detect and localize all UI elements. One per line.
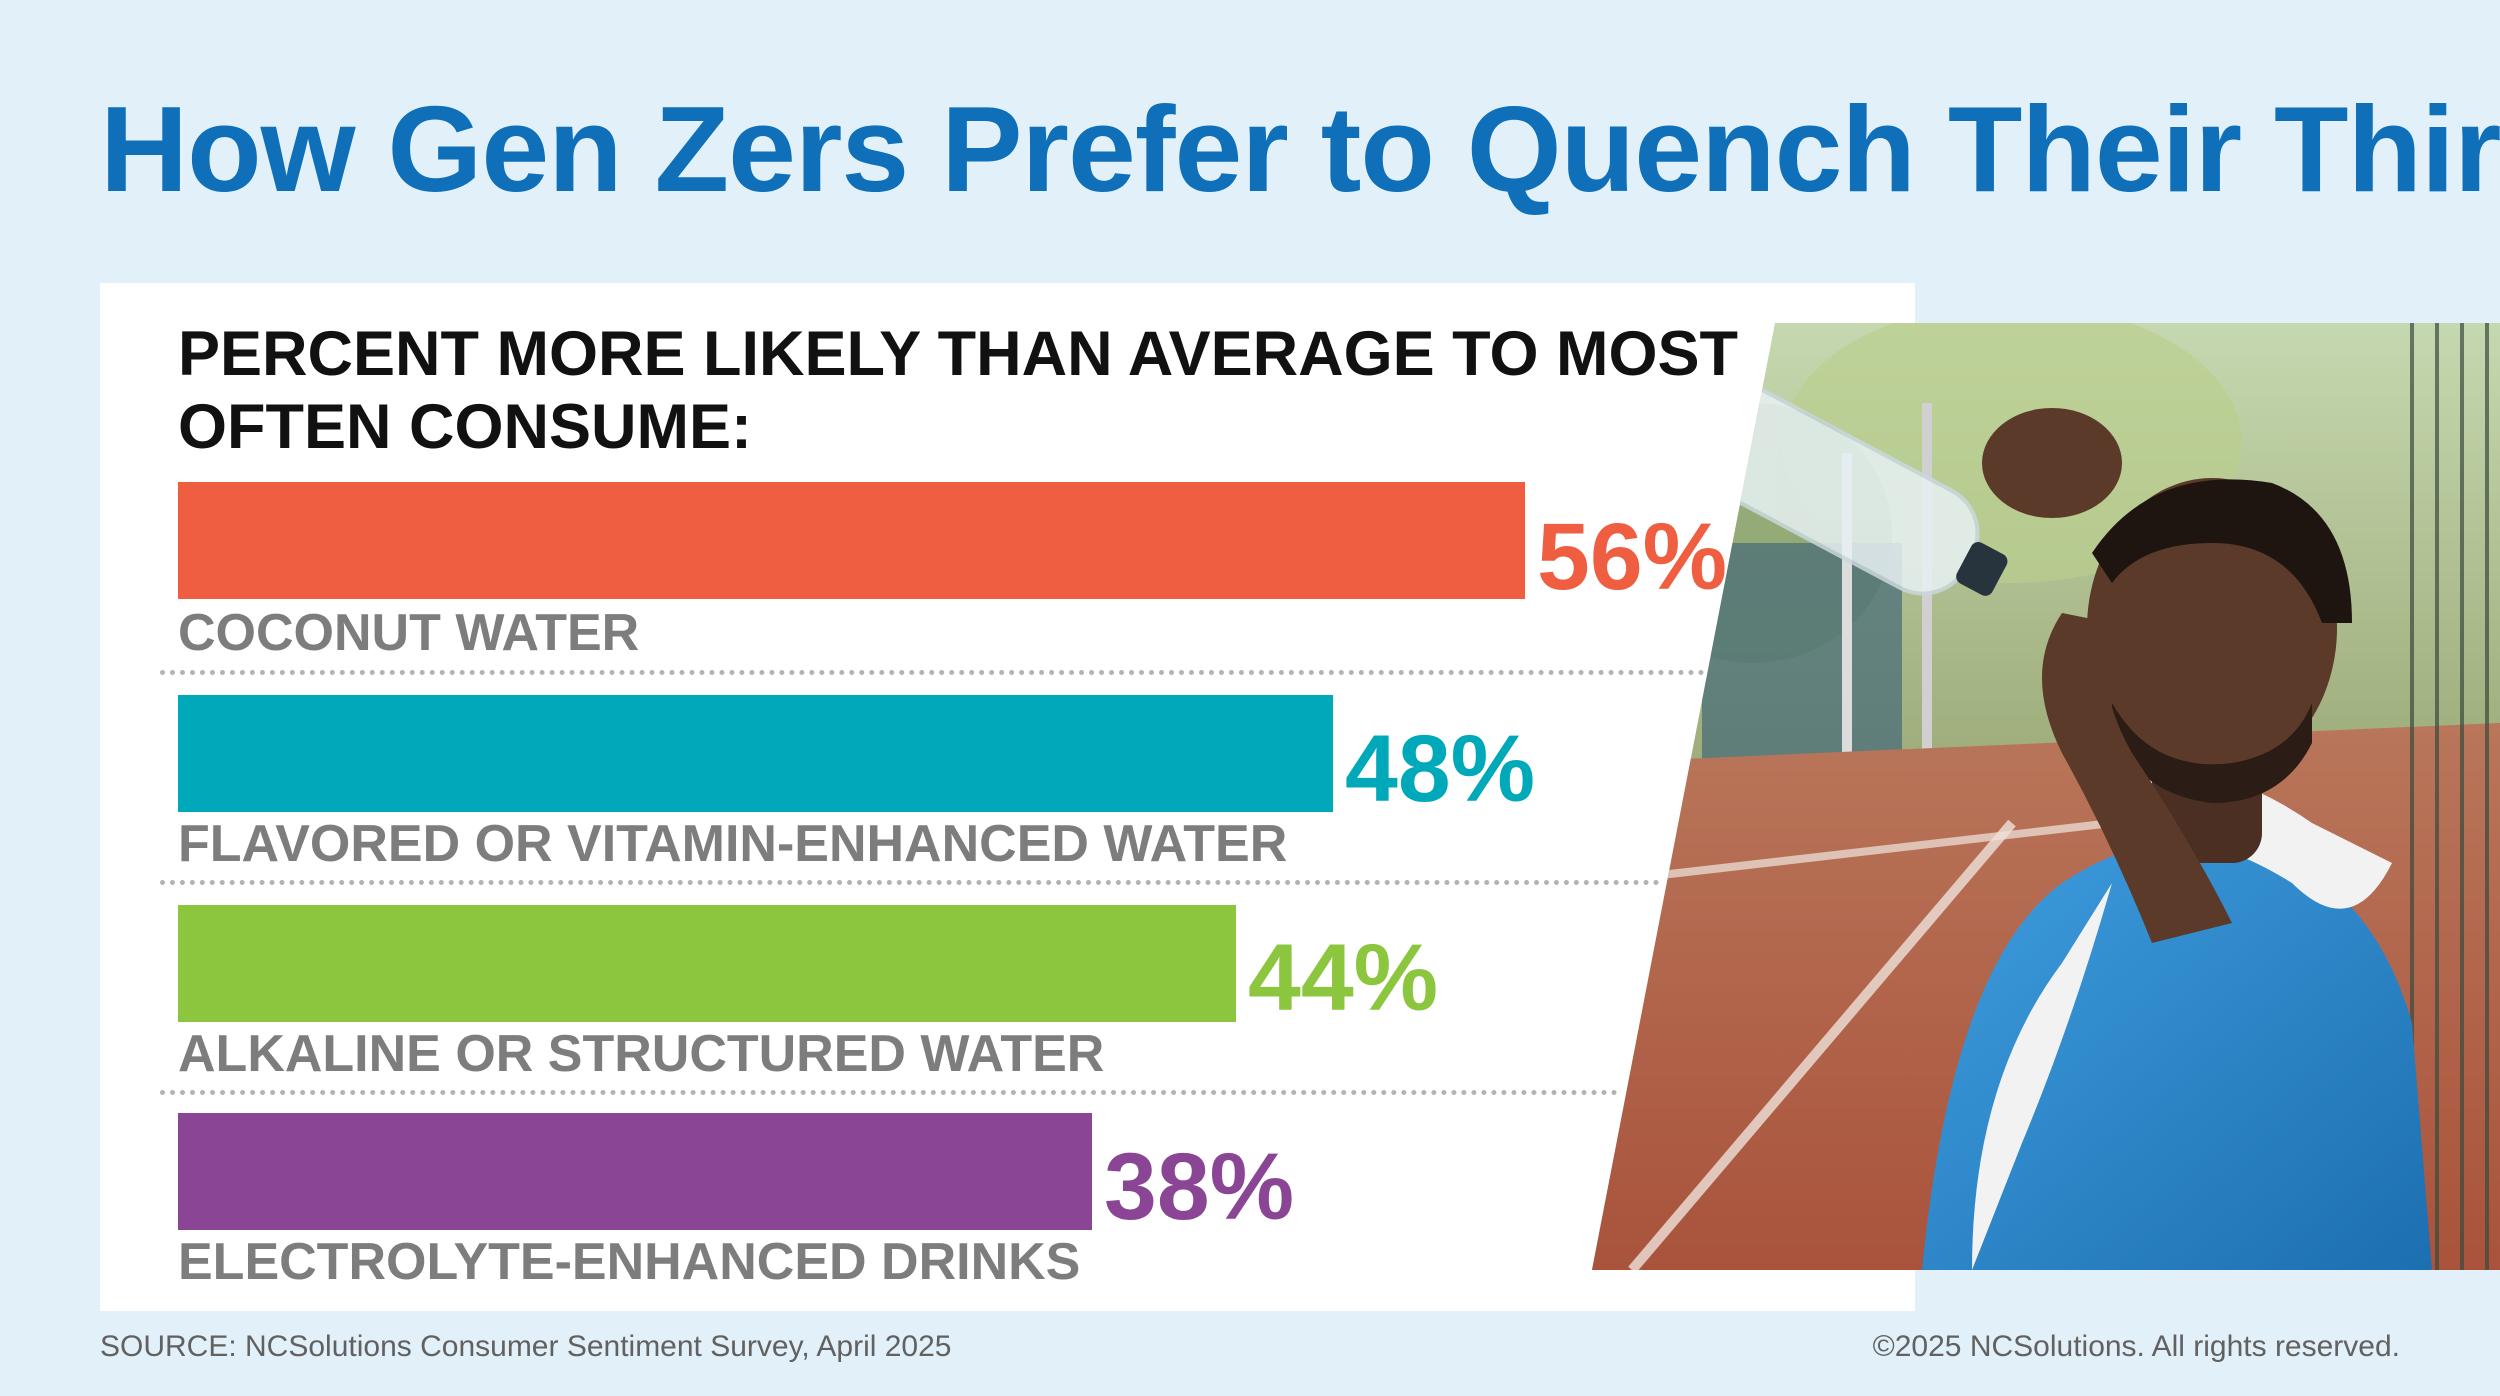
chart-subtitle: PERCENT MORE LIKELY THAN AVERAGE TO MOST… [178,319,1738,463]
bar-electrolyte-drinks [178,1113,1092,1230]
divider [160,670,1705,675]
divider [160,880,1660,885]
value-label-flavored-water: 48% [1345,716,1536,822]
source-note: SOURCE: NCSolutions Consumer Sentiment S… [100,1330,952,1363]
divider [160,1090,1618,1095]
copyright-note: ©2025 NCSolutions. All rights reserved. [1872,1330,2400,1363]
value-label-alkaline-water: 44% [1248,925,1439,1031]
value-label-electrolyte-drinks: 38% [1104,1134,1295,1240]
value-label-coconut-water: 56% [1537,504,1728,610]
man-drinking-water-photo [1592,323,2500,1270]
category-label-electrolyte-drinks: ELECTROLYTE-ENHANCED DRINKS [178,1233,1081,1291]
category-label-alkaline-water: ALKALINE OR STRUCTURED WATER [178,1025,1105,1083]
bar-coconut-water [178,482,1525,599]
category-label-coconut-water: COCONUT WATER [178,604,640,662]
category-label-flavored-water: FLAVORED OR VITAMIN-ENHANCED WATER [178,815,1288,873]
bar-alkaline-water [178,905,1236,1022]
page-title: How Gen Zers Prefer to Quench Their Thir… [100,81,2500,217]
bar-flavored-water [178,695,1333,812]
